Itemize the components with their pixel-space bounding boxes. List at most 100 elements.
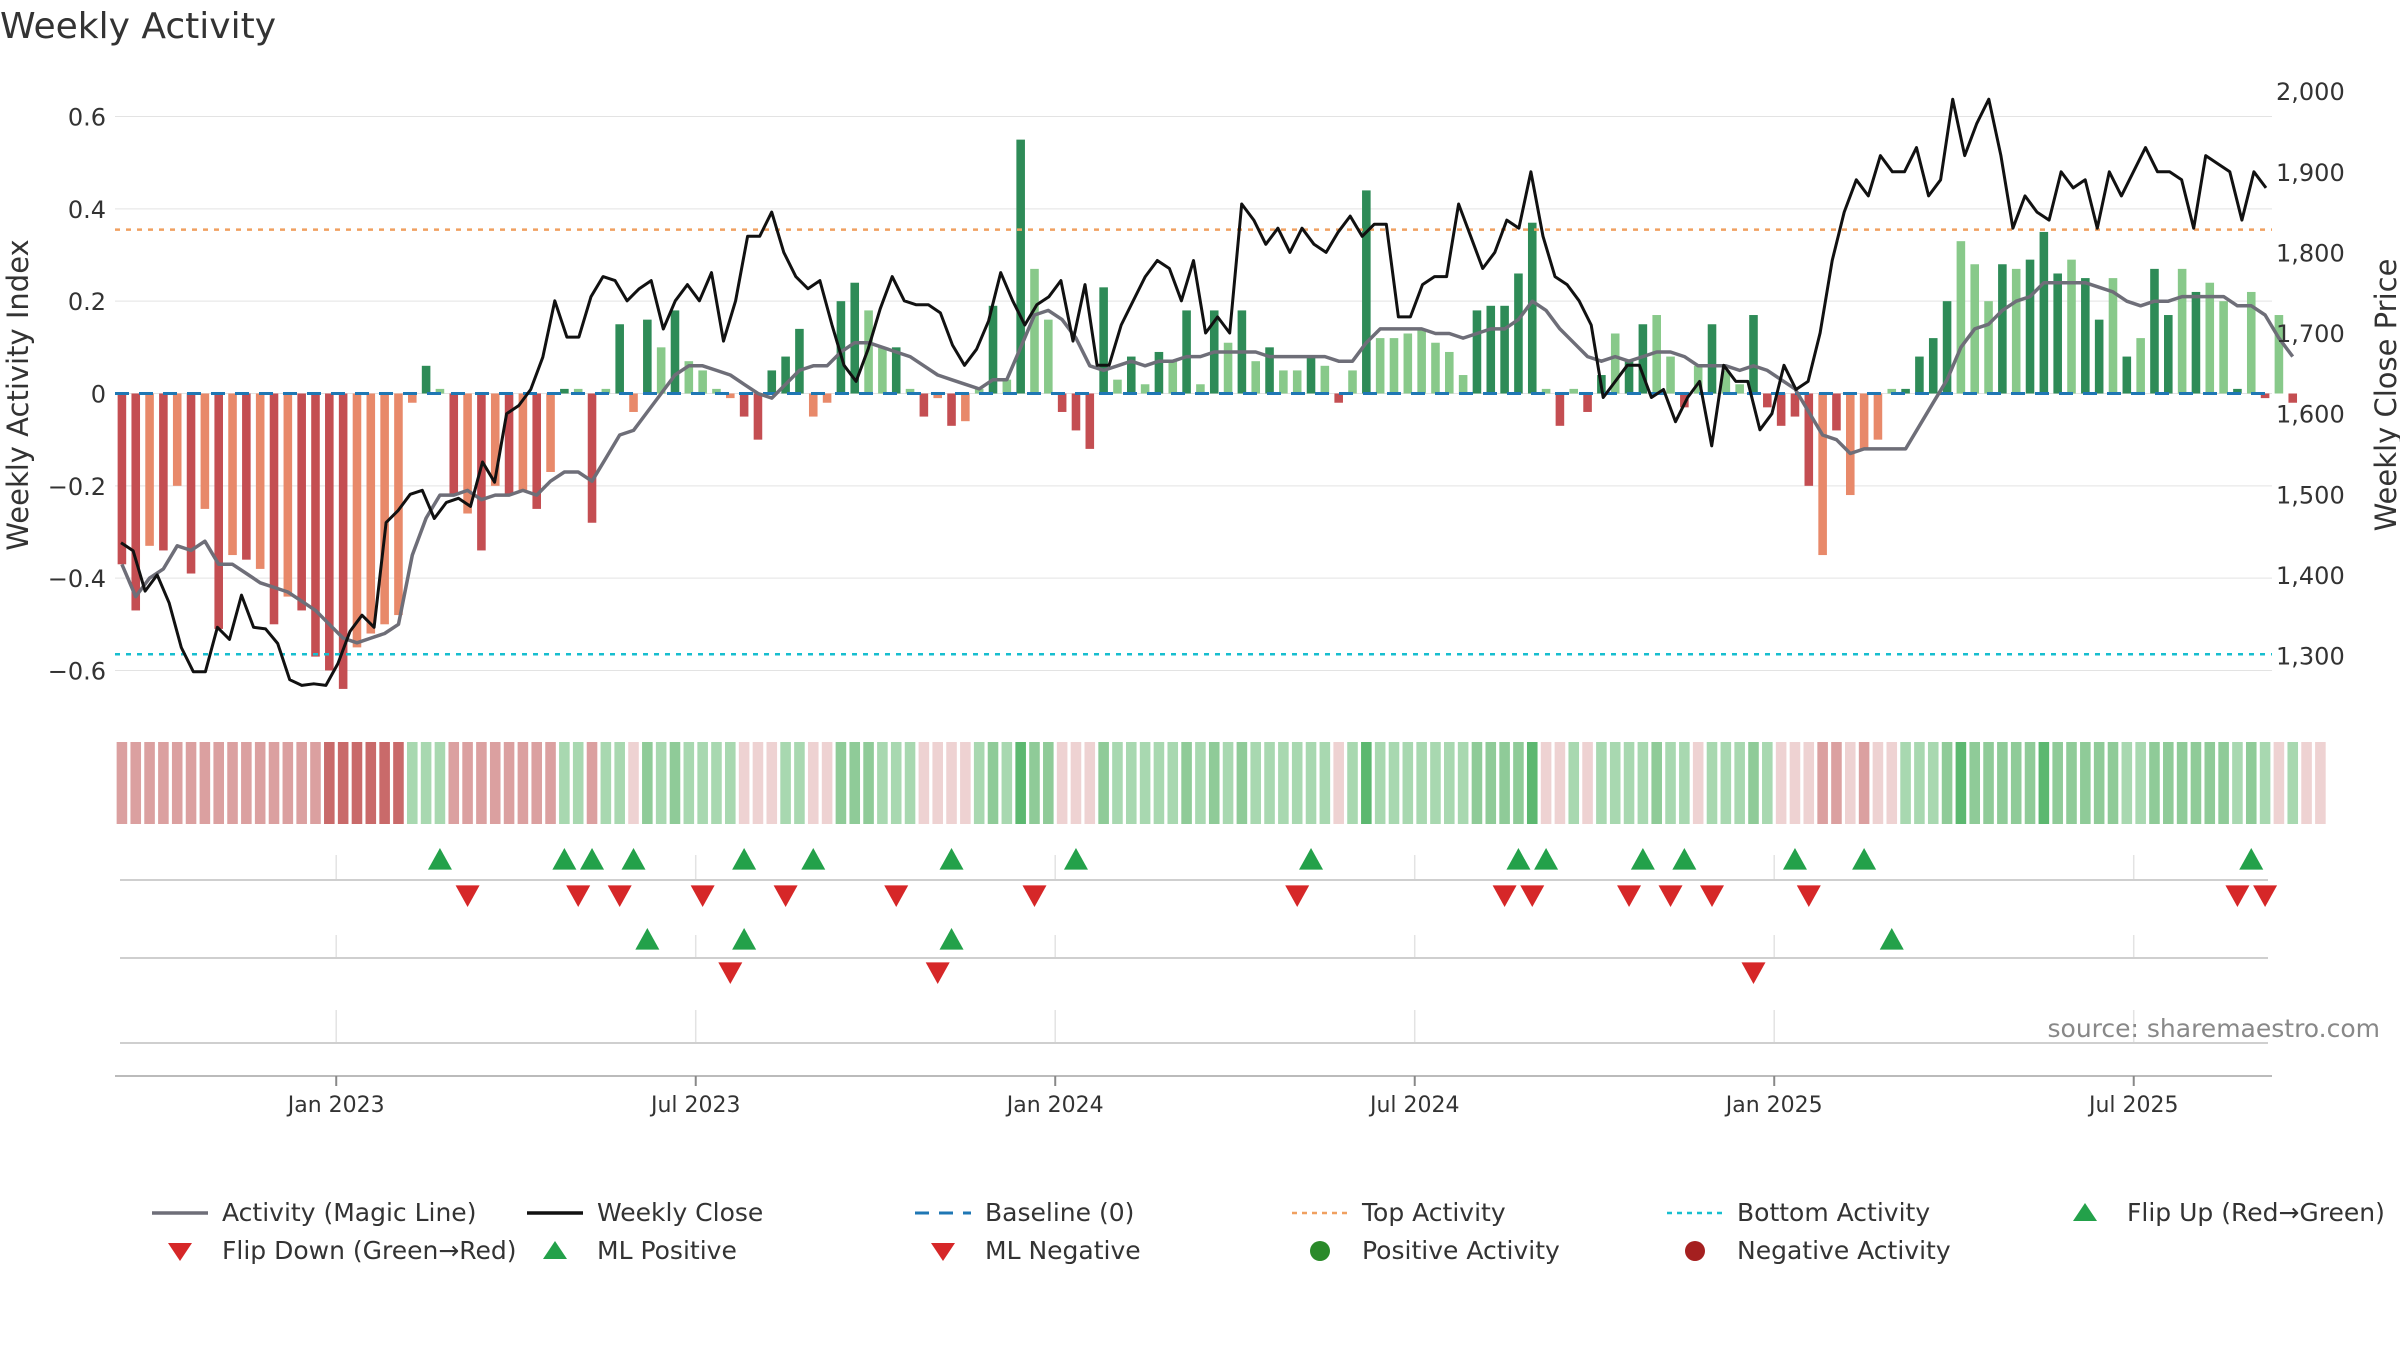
activity-strip-cell xyxy=(282,742,294,824)
positive-activity-bar xyxy=(1500,305,1509,394)
y-left-tick-label: −0.4 xyxy=(48,565,106,593)
activity-strip-cell xyxy=(1402,742,1414,824)
activity-strip-cell xyxy=(1734,742,1745,824)
legend-item-baseline: Baseline (0) xyxy=(913,1198,1134,1227)
positive-activity-bar xyxy=(615,324,624,394)
positive-activity-bar xyxy=(988,305,998,394)
legend-swatch-magic xyxy=(152,1210,208,1215)
positive-activity-bar xyxy=(2150,268,2159,394)
activity-strip-cell xyxy=(199,742,211,824)
activity-strip-cell xyxy=(600,742,612,824)
activity-strip-cell xyxy=(2038,742,2050,824)
positive-activity-bar xyxy=(1251,361,1261,394)
activity-strip-cell xyxy=(2315,742,2326,824)
positive-activity-bar xyxy=(1749,315,1758,394)
positive-activity-bar xyxy=(795,328,804,394)
legend-label: Top Activity xyxy=(1362,1198,1506,1227)
negative-activity-bar xyxy=(159,393,168,551)
activity-strip-cell xyxy=(2052,742,2063,824)
flip-down-marker xyxy=(2253,885,2278,907)
positive-activity-bar xyxy=(836,301,846,394)
negative-activity-bar xyxy=(1776,393,1786,426)
positive-activity-bar xyxy=(2011,268,2021,394)
activity-strip-cell xyxy=(1070,742,1082,824)
positive-activity-bar xyxy=(1998,264,2007,394)
activity-strip-cell xyxy=(987,742,999,824)
positive-activity-bar xyxy=(1693,365,1703,394)
flip-up-marker xyxy=(2239,848,2264,870)
reference-lines xyxy=(115,228,2272,656)
activity-strip-cell xyxy=(2066,742,2077,824)
activity-strip-cell xyxy=(1941,742,1953,824)
positive-activity-bar xyxy=(1292,370,1302,394)
negative-activity-bar xyxy=(919,393,929,417)
activity-strip-cell xyxy=(337,742,349,824)
positive-activity-bar xyxy=(1901,388,1910,394)
activity-bars xyxy=(117,139,2298,689)
activity-strip-cell xyxy=(1748,742,1759,824)
x-tick-label: Jul 2023 xyxy=(649,1093,741,1118)
negative-activity-bar xyxy=(1057,393,1067,412)
positive-activity-bar xyxy=(1113,379,1122,394)
series-lines xyxy=(120,97,2295,687)
activity-strip-cell xyxy=(462,742,473,824)
activity-strip-cell xyxy=(1665,742,1676,824)
activity-strip-cell xyxy=(1582,742,1593,824)
y-right-tick-label: 1,500 xyxy=(2276,481,2345,509)
activity-strip-cell xyxy=(1499,742,1510,824)
activity-strip-cell xyxy=(1181,742,1192,824)
activity-strip-cell xyxy=(697,742,708,824)
positive-activity-bar xyxy=(2246,291,2256,394)
activity-strip-cell xyxy=(1540,742,1552,824)
flip-up-marker xyxy=(732,848,757,870)
positive-activity-bar xyxy=(1196,384,1205,394)
positive-activity-bar xyxy=(2067,259,2076,394)
positive-activity-bar xyxy=(1306,356,1316,394)
negative-activity-bar xyxy=(145,393,154,546)
activity-strip-cell xyxy=(586,742,598,824)
activity-strip-cell xyxy=(1139,742,1151,824)
negative-activity-bar xyxy=(808,393,818,417)
positive-activity-bar xyxy=(1721,370,1731,394)
ml-negative-marker xyxy=(1741,962,1766,984)
flip-down-marker xyxy=(1796,885,1821,907)
positive-activity-bar xyxy=(1403,333,1413,394)
activity-strip-cell xyxy=(1098,742,1109,824)
activity-strip-cell xyxy=(2107,742,2119,824)
activity-strip-cell xyxy=(1471,742,1483,824)
negative-activity-bar xyxy=(1583,393,1592,412)
magic-line xyxy=(120,280,2295,645)
positive-activity-bar xyxy=(2039,231,2049,394)
activity-strip-cell xyxy=(1513,742,1524,824)
positive-activity-bar xyxy=(1002,379,1012,394)
activity-strip-cell xyxy=(434,742,446,824)
positive-activity-bar xyxy=(1320,365,1330,394)
positive-activity-bar xyxy=(1030,268,1039,394)
legend-label: Flip Up (Red→Green) xyxy=(2127,1198,2385,1227)
flip-markers xyxy=(427,848,2278,984)
activity-strip-cell xyxy=(310,742,321,824)
positive-activity-bar xyxy=(1182,310,1191,394)
positive-activity-bar xyxy=(1707,324,1717,394)
positive-activity-bar xyxy=(1887,388,1897,394)
flip-up-marker xyxy=(580,848,605,870)
negative-activity-bar xyxy=(255,393,265,569)
activity-strip xyxy=(116,742,2326,824)
negative-activity-bar xyxy=(228,393,237,556)
activity-strip-cell xyxy=(835,742,847,824)
activity-strip-cell xyxy=(1609,742,1621,824)
activity-strip-cell xyxy=(1872,742,1884,824)
legend-item-flipdown: Flip Down (Green→Red) xyxy=(150,1236,517,1265)
activity-strip-cell xyxy=(1236,742,1248,824)
activity-strip-cell xyxy=(1969,742,1981,824)
activity-strip-cell xyxy=(1361,742,1372,824)
x-tick-label: Jan 2024 xyxy=(1005,1093,1104,1118)
activity-strip-cell xyxy=(2259,742,2271,824)
positive-activity-bar xyxy=(2136,338,2145,394)
activity-strip-cell xyxy=(1886,742,1898,824)
y-right-tick-label: 1,600 xyxy=(2276,401,2345,429)
legend-item-mlneg: ML Negative xyxy=(913,1236,1141,1265)
activity-strip-cell xyxy=(1817,742,1828,824)
flip-up-marker xyxy=(427,848,452,870)
